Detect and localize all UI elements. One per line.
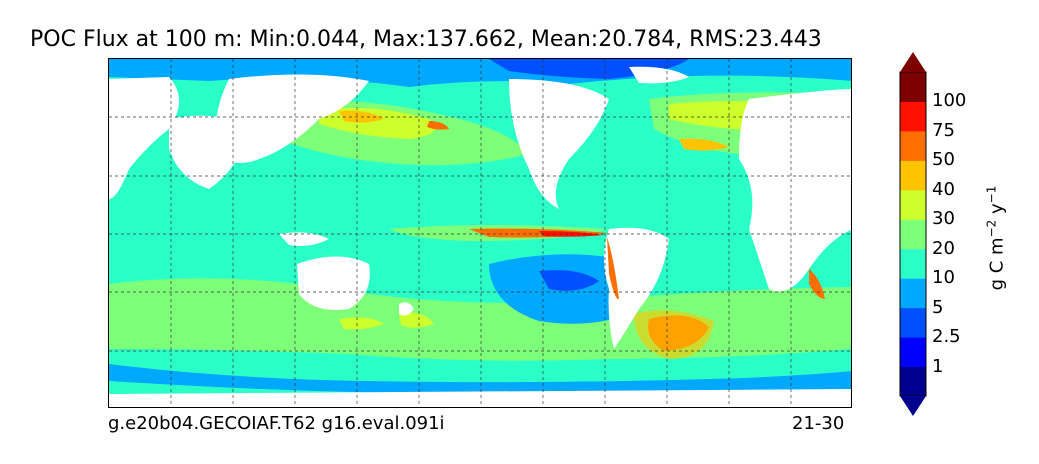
colorbar-tick-label: 10 (932, 267, 955, 289)
map-title: POC Flux at 100 m: Min:0.044, Max:137.66… (30, 27, 822, 52)
colorbar-segment (900, 307, 926, 338)
map-panel (108, 58, 852, 408)
colorbar-tick-label: 2.5 (932, 326, 961, 348)
colorbar-tick-label: 20 (932, 237, 955, 259)
poc-flux-map (109, 59, 851, 407)
land-australia (297, 256, 370, 310)
land-south-america (604, 227, 669, 349)
colorbar-segment (900, 160, 926, 191)
land-antarctica (109, 389, 851, 407)
colorbar-tick-label: 100 (932, 90, 967, 112)
land-north-america (509, 79, 609, 209)
colorbar-segment (900, 337, 926, 368)
colorbar (899, 52, 927, 416)
land-indonesia (279, 232, 329, 247)
colorbar-segment (900, 248, 926, 279)
colorbar-segment (900, 189, 926, 220)
colorbar-tick-label: 75 (932, 119, 955, 141)
colorbar-tick-label: 50 (932, 149, 955, 171)
run-id-caption: g.e20b04.GECOIAF.T62 g16.eval.091i (108, 413, 445, 434)
colorbar-top-arrow (900, 52, 926, 72)
colorbar-label: g C m−2 y−1 (984, 185, 1008, 291)
npac-orange-b (427, 121, 449, 130)
southern-blue (109, 364, 851, 396)
colorbar-tick-label: 40 (932, 178, 955, 200)
land-india (169, 115, 249, 189)
colorbar-tick-label: 30 (932, 208, 955, 230)
colorbar-tick-label: 1 (932, 355, 944, 377)
colorbar-tick-label: 5 (932, 296, 944, 318)
colorbar-segment (900, 101, 926, 132)
natl-orange (679, 138, 729, 151)
year-range-caption: 21-30 (792, 413, 845, 434)
land-asia (215, 74, 369, 163)
benguela-upwelling (809, 269, 825, 299)
colorbar-bottom-arrow (900, 396, 926, 416)
colorbar-segment (900, 366, 926, 397)
colorbar-segment (900, 72, 926, 102)
colorbar-segment (900, 219, 926, 250)
land-siberia-west (109, 77, 179, 199)
spac-gyre-core (539, 270, 599, 291)
land-nz (399, 302, 414, 316)
colorbar-segment (900, 278, 926, 309)
nz-yellow (399, 312, 434, 328)
peru-upwelling (607, 237, 619, 300)
npac-orange-a (339, 110, 384, 123)
aus-south-yellow (339, 317, 384, 330)
patagonia-halo (634, 310, 714, 359)
land-greenland (629, 66, 689, 84)
colorbar-segment (900, 130, 926, 161)
map-gridlines (109, 59, 851, 407)
land-africa-europe (739, 89, 851, 292)
